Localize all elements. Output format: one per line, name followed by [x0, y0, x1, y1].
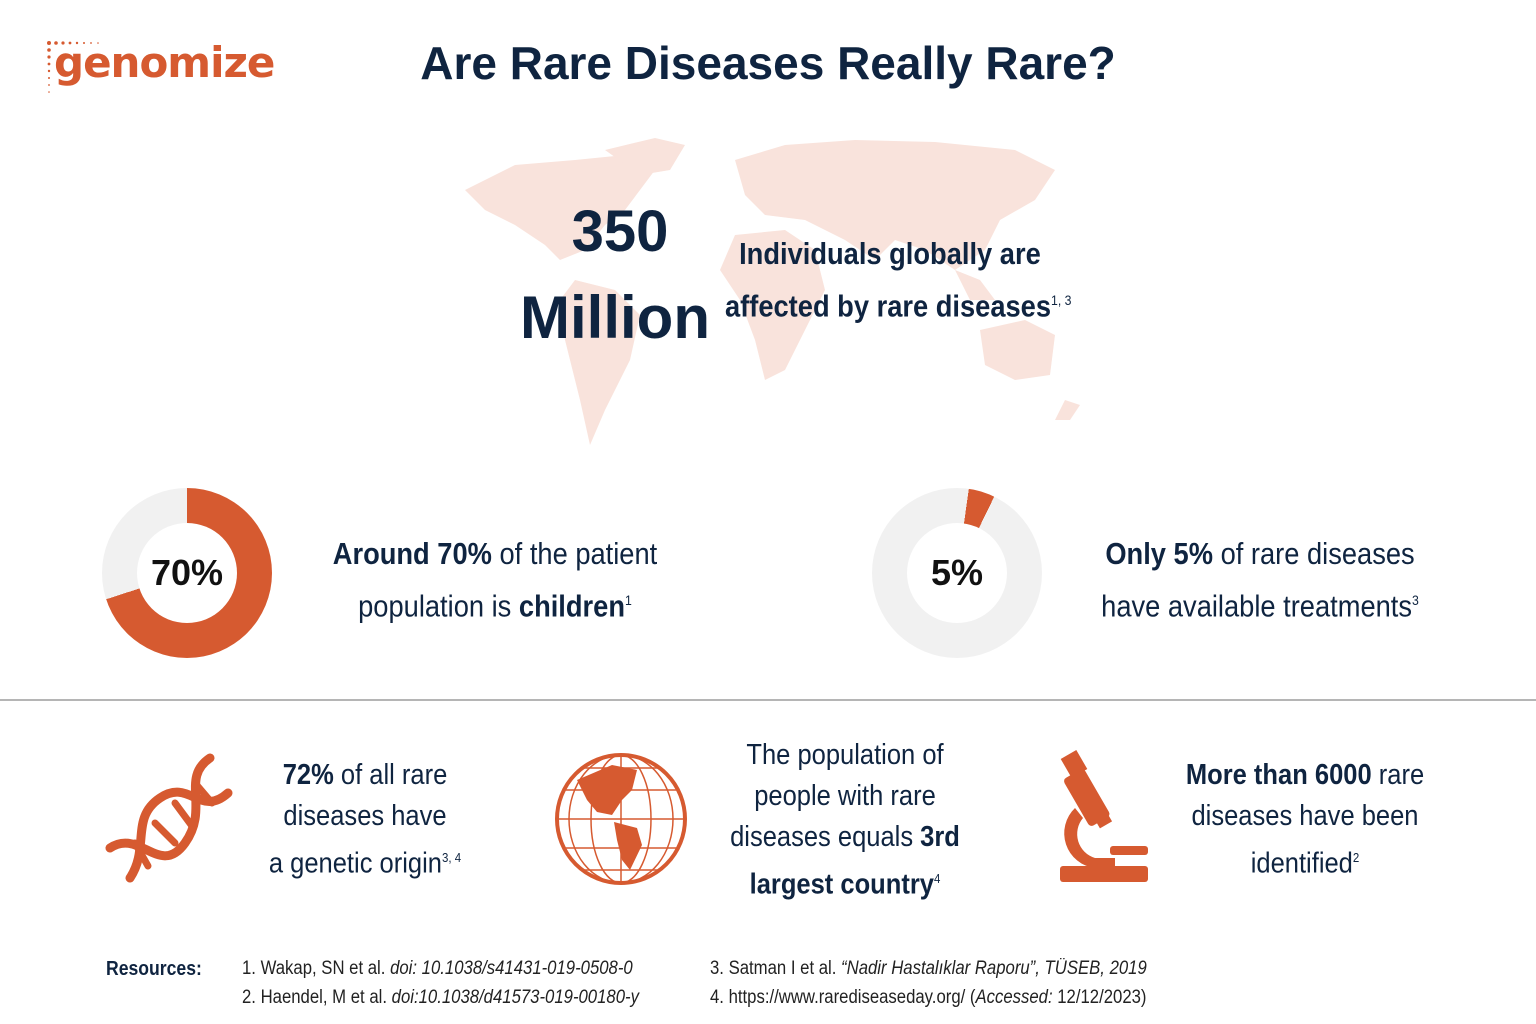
- ref-date: 12/12/2023): [1052, 987, 1147, 1008]
- fact-refs: 2: [1352, 850, 1360, 865]
- fact-text: diseases have been: [1191, 800, 1419, 832]
- hero-refs: 1, 3: [1051, 292, 1072, 308]
- stat-bold: children: [518, 588, 626, 624]
- fact-bold: 72%: [282, 759, 334, 791]
- hero-line-2: affected by rare diseases: [725, 288, 1052, 324]
- fact-text: The population of: [746, 739, 944, 771]
- fact-genetic: 72% of all rare diseases have a genetic …: [264, 755, 466, 885]
- donut-70-percent: 70%: [102, 488, 272, 658]
- hero-unit: Million: [520, 284, 710, 351]
- fact-bold: 3rd: [920, 821, 960, 853]
- fact-text: people with rare: [754, 780, 936, 812]
- fact-bold: largest country: [749, 868, 934, 901]
- ref-doi: doi:10.1038/d41573-019-00180-y: [391, 987, 639, 1008]
- fact-text: diseases have: [283, 800, 447, 832]
- reference-2: 2. Haendel, M et al. doi:10.1038/d41573-…: [242, 987, 639, 1009]
- ref-accessed: Accessed:: [975, 987, 1053, 1008]
- world-map: [465, 138, 1080, 445]
- reference-4[interactable]: 4. https://www.rarediseaseday.org/ (Acce…: [710, 987, 1147, 1009]
- globe-icon: [555, 753, 687, 885]
- hero-line-1: Individuals globally are: [739, 236, 1041, 271]
- donut-label: 70%: [137, 523, 237, 623]
- hero-number: 350: [571, 199, 669, 264]
- fact-population: The population of people with rare disea…: [722, 735, 968, 906]
- fact-refs: 4: [933, 871, 941, 886]
- stat-refs: 3: [1412, 592, 1419, 608]
- reference-3: 3. Satman I et al. “Nadir Hastalıklar Ra…: [710, 958, 1147, 980]
- fact-text: of all rare: [333, 759, 448, 791]
- ref-link[interactable]: 4. https://www.rarediseaseday.org/ (: [710, 987, 976, 1008]
- resources-label: Resources:: [106, 958, 202, 980]
- divider: [0, 699, 1536, 701]
- ref-doi: doi: 10.1038/s41431-019-0508-0: [390, 958, 633, 979]
- stat-text: population is: [358, 588, 519, 624]
- ref-text: 3. Satman I et al.: [710, 958, 842, 979]
- fact-text: a genetic origin: [268, 847, 442, 880]
- fact-refs: 3, 4: [441, 850, 462, 865]
- reference-1: 1. Wakap, SN et al. doi: 10.1038/s41431-…: [242, 958, 633, 980]
- stat-text: of rare diseases: [1212, 536, 1415, 571]
- stat-text: of the patient: [491, 536, 658, 571]
- stat-refs: 1: [625, 592, 632, 608]
- fact-text: diseases equals: [730, 821, 921, 853]
- stat-text: have available treatments: [1101, 588, 1413, 624]
- stat-children: Around 70% of the patient population is …: [323, 530, 666, 629]
- page-title: Are Rare Diseases Really Rare?: [420, 37, 1116, 89]
- fact-text: rare: [1371, 759, 1425, 791]
- donut-5-percent: 5%: [872, 488, 1042, 658]
- fact-text: identified: [1250, 847, 1353, 880]
- dna-icon: [105, 753, 233, 883]
- hero-description: Individuals globally are affected by rar…: [725, 230, 1072, 329]
- logo-dots: [47, 41, 99, 93]
- fact-identified: More than 6000 rare diseases have been i…: [1177, 755, 1432, 885]
- stat-bold: Only 5%: [1105, 536, 1213, 571]
- logo: genomize: [54, 38, 275, 87]
- ref-text: 2. Haendel, M et al.: [242, 987, 392, 1008]
- microscope-icon: [1060, 749, 1148, 882]
- ref-text: 1. Wakap, SN et al.: [242, 958, 391, 979]
- donut-label: 5%: [907, 523, 1007, 623]
- fact-bold: More than 6000: [1185, 759, 1372, 791]
- stat-bold: Around 70%: [332, 536, 492, 571]
- stat-treatments: Only 5% of rare diseases have available …: [1084, 530, 1436, 629]
- ref-title: “Nadir Hastalıklar Raporu”, TÜSEB, 2019: [841, 958, 1147, 979]
